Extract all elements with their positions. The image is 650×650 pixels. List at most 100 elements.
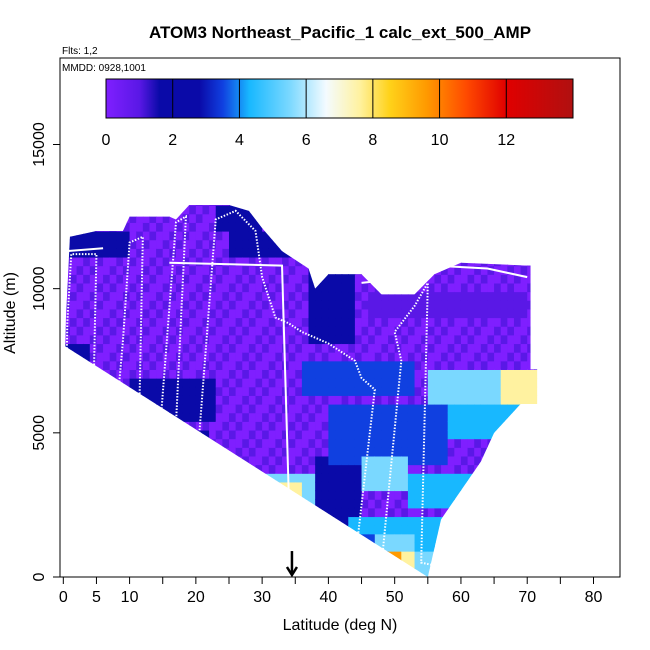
- heatmap-cell: [368, 516, 376, 526]
- heatmap-cell: [235, 239, 243, 249]
- heatmap-cell: [222, 421, 230, 431]
- heatmap-cell: [262, 205, 270, 215]
- heatmap-cell: [513, 507, 522, 518]
- heatmap-cell: [441, 455, 449, 466]
- heatmap-cell: [401, 352, 409, 362]
- heatmap-cell: [341, 213, 349, 223]
- heatmap-cell: [434, 438, 442, 448]
- heatmap-cell: [182, 256, 190, 267]
- heatmap-cell: [441, 352, 449, 362]
- heatmap-cell: [454, 326, 462, 336]
- heatmap-cell: [76, 464, 84, 474]
- heatmap-cell: [156, 559, 164, 569]
- heatmap-cell: [401, 334, 409, 345]
- heatmap-cell: [109, 256, 117, 267]
- heatmap-cell: [454, 378, 462, 388]
- heatmap-cell: [328, 499, 336, 509]
- heatmap-cell: [474, 507, 482, 518]
- heatmap-cell: [441, 421, 449, 431]
- heatmap-cell: [447, 265, 455, 275]
- heatmap-cell: [527, 308, 535, 319]
- heatmap-cell: [513, 421, 522, 431]
- heatmap-cell: [262, 282, 270, 293]
- heatmap-cell: [156, 429, 164, 440]
- heatmap-cell: [202, 533, 210, 543]
- heatmap-cell: [222, 291, 230, 301]
- heatmap-cell: [540, 326, 547, 335]
- heatmap-cell: [275, 274, 283, 284]
- heatmap-cell: [301, 559, 310, 569]
- heatmap-cell: [222, 256, 230, 267]
- heatmap-cell: [460, 205, 469, 206]
- heatmap-cell: [335, 533, 343, 543]
- heatmap-cell: [175, 455, 184, 466]
- heatmap-cell: [315, 334, 323, 345]
- heatmap-cell: [262, 326, 270, 336]
- heatmap-cell: [175, 334, 184, 345]
- heatmap-cell: [441, 516, 449, 526]
- heatmap-cell: [554, 343, 561, 352]
- heatmap-cell: [361, 429, 369, 440]
- heatmap-cell: [540, 439, 547, 448]
- heatmap-cell: [540, 266, 547, 275]
- heatmap-cell: [282, 248, 290, 258]
- heatmap-cell: [228, 352, 237, 362]
- heatmap-cell: [235, 568, 243, 578]
- heatmap-cell: [129, 404, 137, 414]
- heatmap-cell: [268, 447, 276, 457]
- heatmap-cell: [447, 551, 455, 561]
- heatmap-cell: [374, 542, 383, 552]
- heatmap-cell: [175, 551, 184, 561]
- heatmap-cell: [494, 248, 502, 258]
- heatmap-cell: [487, 429, 495, 440]
- heatmap-cell: [268, 308, 276, 319]
- heatmap-cell: [427, 429, 436, 440]
- heatmap-cell: [116, 282, 124, 293]
- heatmap-cell: [215, 481, 223, 492]
- heatmap-cell: [222, 378, 230, 388]
- heatmap-cell: [480, 231, 489, 241]
- heatmap-cell: [83, 429, 91, 440]
- heatmap-cell: [69, 568, 78, 578]
- heatmap-cell: [162, 308, 170, 319]
- heatmap-cell: [308, 308, 316, 319]
- heatmap-cell: [394, 473, 402, 483]
- heatmap-cell: [394, 404, 402, 414]
- heatmap-cell: [248, 222, 257, 232]
- heatmap-cell: [474, 231, 482, 241]
- heatmap-cell: [315, 352, 323, 362]
- heatmap-cell: [414, 360, 422, 370]
- heatmap-cell: [83, 326, 91, 336]
- heatmap-cell: [215, 473, 223, 483]
- heatmap-cell: [401, 455, 409, 466]
- heatmap-cell: [388, 455, 396, 466]
- heatmap-cell: [335, 386, 343, 396]
- heatmap-cell: [513, 317, 522, 327]
- heatmap-cell: [494, 455, 502, 466]
- heatmap-cell: [301, 499, 310, 509]
- heatmap-cell: [421, 256, 429, 267]
- heatmap-cell: [315, 308, 323, 319]
- heatmap-cell: [295, 231, 303, 241]
- heatmap-cell: [268, 525, 276, 535]
- heatmap-cell: [255, 378, 263, 388]
- heatmap-cell: [474, 300, 482, 310]
- heatmap-cell: [434, 429, 442, 440]
- heatmap-cell: [136, 334, 144, 345]
- heatmap-cell: [447, 352, 455, 362]
- heatmap-cell: [341, 222, 349, 232]
- heatmap-cell: [348, 256, 356, 267]
- heatmap-cell: [407, 265, 416, 275]
- heatmap-cell: [500, 205, 508, 215]
- heatmap-cell: [547, 343, 554, 352]
- heatmap-cell: [255, 205, 263, 215]
- heatmap-cell: [321, 499, 330, 509]
- flights-label: Flts: 1,2: [62, 46, 98, 57]
- heatmap-cell: [103, 447, 111, 457]
- heatmap-cell: [69, 490, 78, 500]
- heatmap-cell: [189, 326, 197, 336]
- heatmap-cell: [374, 291, 383, 301]
- heatmap-cell: [507, 291, 515, 301]
- heatmap-cell: [156, 256, 164, 267]
- heatmap-cell: [507, 438, 515, 448]
